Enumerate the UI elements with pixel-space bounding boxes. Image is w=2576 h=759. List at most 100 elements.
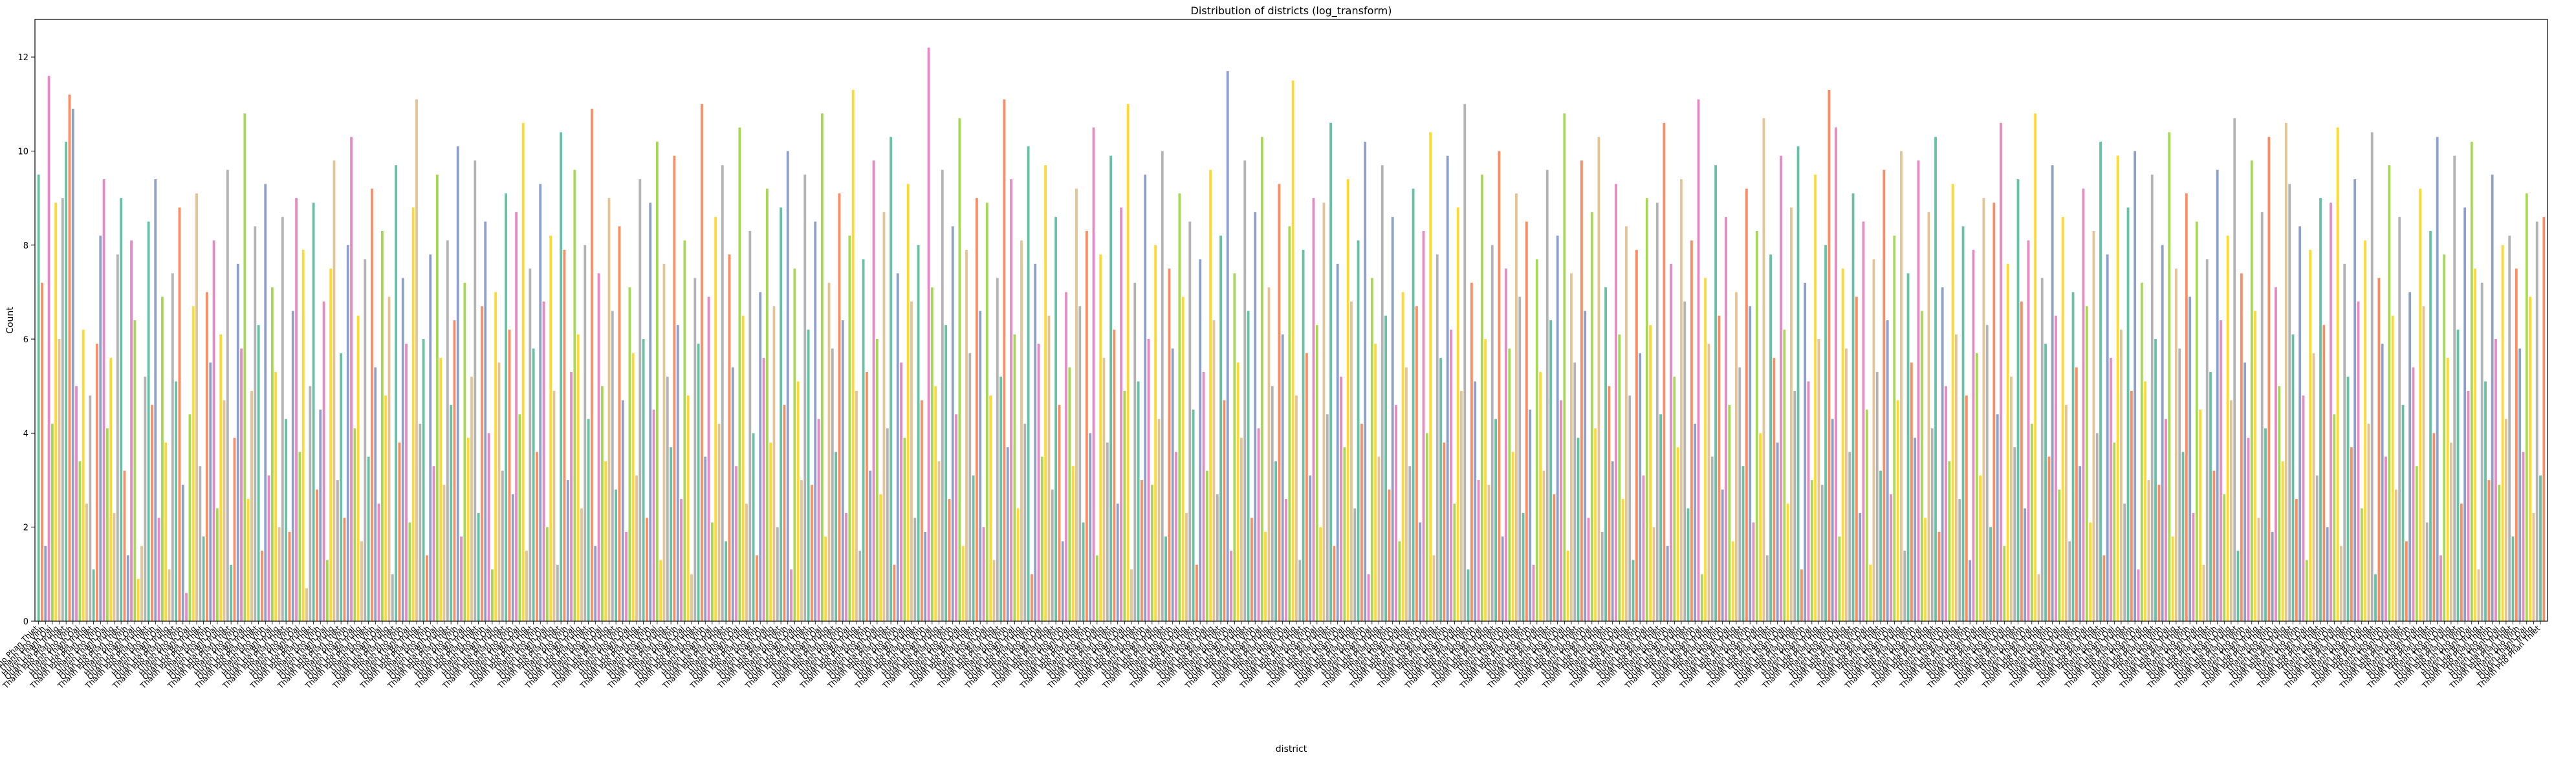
bar (1329, 122, 1332, 622)
bar (68, 94, 71, 621)
bar (246, 499, 250, 621)
bar (1741, 466, 1745, 621)
bar (662, 263, 666, 621)
bar (2405, 541, 2408, 621)
bar (1920, 311, 1923, 621)
bar (1178, 193, 1181, 622)
bar (670, 447, 673, 621)
bar (532, 348, 535, 621)
bar (1663, 122, 1666, 622)
bar (1917, 160, 1920, 622)
bar (1824, 245, 1827, 621)
bar (2247, 437, 2250, 621)
bar (707, 296, 710, 621)
bar (680, 499, 682, 621)
bar (2535, 221, 2538, 621)
bar (735, 466, 737, 621)
bar (1759, 433, 1762, 622)
bar (474, 160, 477, 622)
bar (1250, 518, 1253, 621)
bar (136, 578, 140, 621)
bar (199, 466, 202, 621)
bar (346, 245, 349, 621)
bar (2085, 306, 2088, 621)
bar (466, 437, 470, 621)
bar (2254, 311, 2257, 621)
bar (646, 518, 648, 621)
bar (1051, 489, 1054, 621)
bar (1683, 301, 1686, 621)
bar (1848, 452, 1851, 621)
bar (2120, 329, 2123, 621)
bar (762, 358, 765, 622)
bar (539, 184, 542, 621)
bar (1477, 480, 1480, 621)
bar (470, 377, 473, 621)
bar (1615, 184, 1617, 621)
bar (1247, 311, 1250, 621)
bar (1972, 250, 1975, 621)
bar (1697, 99, 1700, 621)
bar (2071, 292, 2075, 621)
bar (2189, 296, 2192, 621)
bar (2319, 198, 2322, 622)
bar (1590, 212, 1593, 621)
bar (487, 433, 490, 622)
bar (401, 278, 404, 621)
bar (2508, 236, 2511, 622)
bar (2419, 188, 2422, 621)
bar (1924, 518, 1927, 621)
bar (2055, 315, 2057, 621)
bar (536, 452, 538, 621)
bar (2016, 179, 2020, 621)
bar (254, 226, 257, 621)
bar (2006, 263, 2009, 621)
bar (1762, 118, 1765, 621)
bar (780, 207, 783, 622)
bar (1845, 348, 1848, 621)
bar (1003, 99, 1006, 621)
bar (429, 254, 432, 621)
bar (1686, 508, 1690, 622)
bar (796, 381, 800, 621)
bar (1793, 390, 1796, 621)
bar (1401, 292, 1404, 621)
bar (927, 47, 930, 622)
bar (882, 212, 886, 621)
bar (2171, 536, 2174, 621)
bar (2044, 344, 2047, 621)
bar (1930, 428, 1934, 621)
bar (2130, 390, 2133, 621)
bar (1886, 320, 1889, 621)
bar (756, 555, 758, 621)
bar (261, 551, 263, 621)
bar (1745, 188, 1748, 621)
bar (615, 489, 618, 621)
bar (1700, 574, 1703, 621)
bar (1295, 395, 1298, 621)
bar (47, 76, 50, 621)
bar (82, 329, 85, 621)
bar (2422, 306, 2425, 621)
bar (869, 470, 872, 621)
bar (621, 400, 624, 621)
bar (934, 386, 937, 621)
bar (1989, 527, 1992, 621)
bar (1350, 301, 1353, 621)
bar (2192, 512, 2195, 621)
bar (1851, 193, 1855, 622)
bar (2370, 132, 2374, 622)
bar (415, 99, 418, 621)
bar (2336, 127, 2339, 622)
bar (2408, 292, 2412, 621)
bar (319, 410, 322, 621)
bar (597, 273, 600, 622)
bar (1031, 574, 1033, 621)
plot-frame (34, 19, 2548, 622)
bar (1144, 174, 1147, 621)
bar (607, 198, 611, 622)
bar (618, 226, 621, 621)
bar (1020, 240, 1023, 622)
bar (2518, 348, 2522, 621)
bar (1267, 287, 1271, 621)
